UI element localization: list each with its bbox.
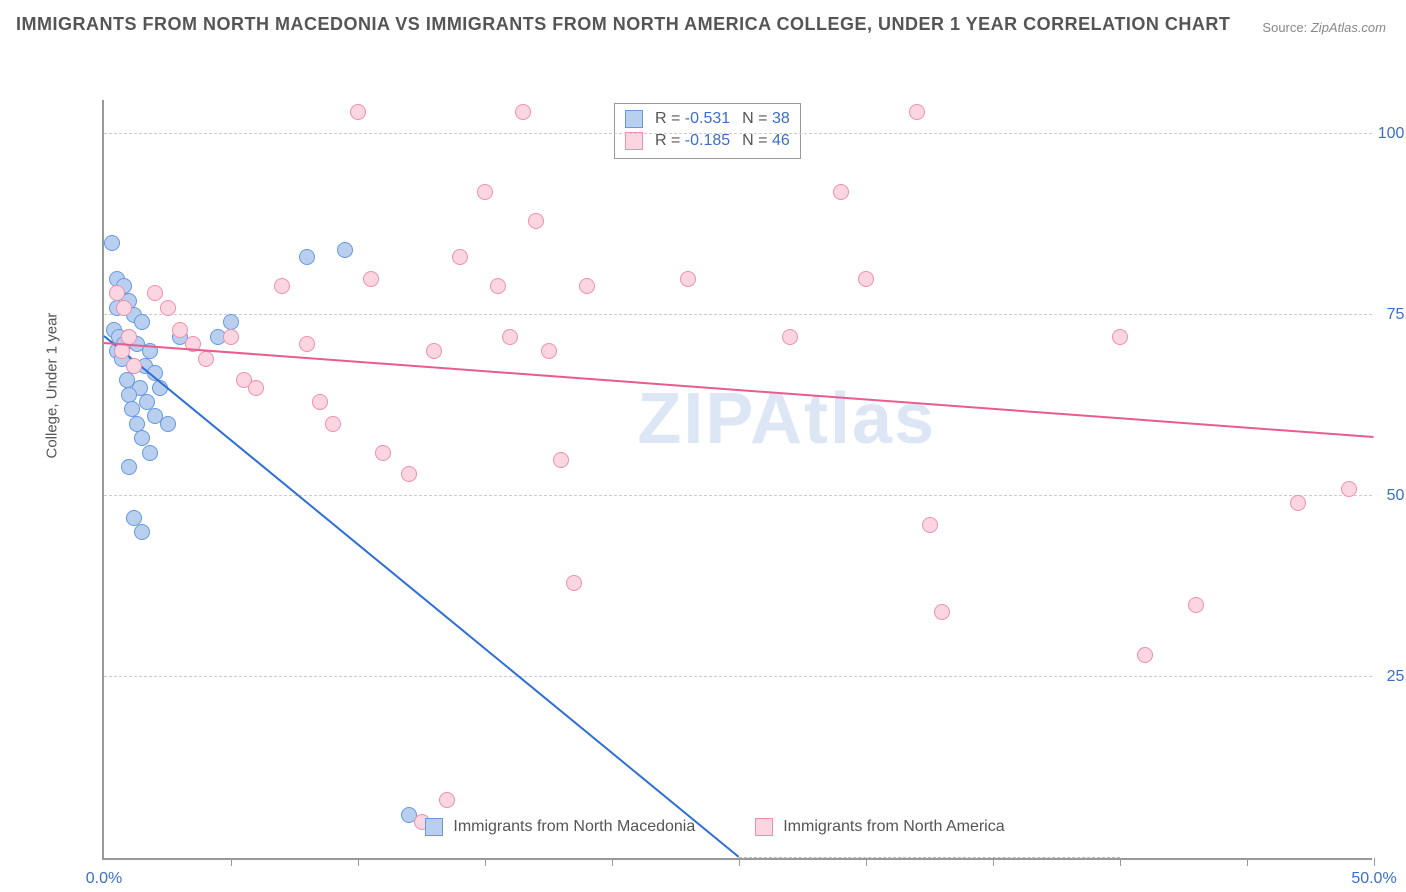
scatter-point <box>134 524 150 540</box>
x-tick <box>231 858 232 866</box>
scatter-plot: ZIPAtlas R = -0.531 N = 38 R = -0.185 N = 4… <box>102 100 1372 860</box>
x-tick <box>739 858 740 866</box>
legend-label: Immigrants from North Macedonia <box>453 818 695 836</box>
scatter-point <box>922 517 938 533</box>
legend-item: Immigrants from North Macedonia <box>425 818 695 836</box>
gridline-horizontal <box>104 676 1372 677</box>
scatter-point <box>274 278 290 294</box>
scatter-point <box>142 445 158 461</box>
scatter-point <box>160 416 176 432</box>
scatter-point <box>104 235 120 251</box>
series-legend: Immigrants from North Macedonia Immigrant… <box>50 818 1380 836</box>
source-label: Source: <box>1262 20 1307 35</box>
x-tick-label: 0.0% <box>86 870 122 888</box>
gridline-horizontal <box>104 495 1372 496</box>
scatter-point <box>126 358 142 374</box>
x-tick <box>1374 858 1375 866</box>
scatter-point <box>299 336 315 352</box>
watermark-text: ZIPAtlas <box>637 378 936 460</box>
correlation-stats-legend: R = -0.531 N = 38 R = -0.185 N = 46 <box>614 103 801 159</box>
regression-line <box>103 335 739 858</box>
scatter-point <box>401 466 417 482</box>
scatter-point <box>502 329 518 345</box>
r-stat: R = -0.185 <box>655 132 730 150</box>
legend-item: Immigrants from North America <box>755 818 1004 836</box>
scatter-point <box>116 300 132 316</box>
scatter-point <box>312 394 328 410</box>
scatter-point <box>1112 329 1128 345</box>
legend-swatch <box>425 818 443 836</box>
y-axis-label: College, Under 1 year <box>44 313 61 459</box>
scatter-point <box>782 329 798 345</box>
scatter-point <box>490 278 506 294</box>
scatter-point <box>426 343 442 359</box>
x-tick <box>993 858 994 866</box>
regression-line <box>104 342 1374 438</box>
scatter-point <box>363 271 379 287</box>
source-value: ZipAtlas.com <box>1311 20 1386 35</box>
scatter-point <box>452 249 468 265</box>
scatter-point <box>680 271 696 287</box>
legend-swatch <box>625 132 643 150</box>
scatter-point <box>579 278 595 294</box>
scatter-point <box>121 459 137 475</box>
scatter-point <box>223 329 239 345</box>
x-tick <box>485 858 486 866</box>
scatter-point <box>439 792 455 808</box>
scatter-point <box>134 314 150 330</box>
scatter-point <box>515 104 531 120</box>
x-tick <box>1247 858 1248 866</box>
legend-label: Immigrants from North America <box>783 818 1004 836</box>
scatter-point <box>566 575 582 591</box>
scatter-point <box>553 452 569 468</box>
chart-container: College, Under 1 year ZIPAtlas R = -0.53… <box>50 50 1380 840</box>
stats-legend-row: R = -0.531 N = 38 <box>625 108 790 130</box>
x-tick <box>1120 858 1121 866</box>
scatter-point <box>375 445 391 461</box>
legend-swatch <box>755 818 773 836</box>
x-tick <box>358 858 359 866</box>
n-stat: N = 38 <box>742 110 790 128</box>
y-tick-label: 50.0% <box>1387 487 1406 505</box>
x-tick <box>866 858 867 866</box>
scatter-point <box>934 604 950 620</box>
scatter-point <box>147 285 163 301</box>
scatter-point <box>121 329 137 345</box>
y-tick-label: 100.0% <box>1378 125 1406 143</box>
source-attribution: Source: ZipAtlas.com <box>1262 20 1386 35</box>
scatter-point <box>833 184 849 200</box>
scatter-point <box>248 380 264 396</box>
scatter-point <box>337 242 353 258</box>
scatter-point <box>325 416 341 432</box>
chart-title: IMMIGRANTS FROM NORTH MACEDONIA VS IMMIG… <box>16 14 1230 35</box>
scatter-point <box>1341 481 1357 497</box>
gridline-horizontal <box>104 314 1372 315</box>
scatter-point <box>541 343 557 359</box>
scatter-point <box>160 300 176 316</box>
gridline-horizontal <box>104 133 1372 134</box>
legend-swatch <box>625 110 643 128</box>
scatter-point <box>121 387 137 403</box>
scatter-point <box>528 213 544 229</box>
scatter-point <box>350 104 366 120</box>
scatter-point <box>1188 597 1204 613</box>
scatter-point <box>477 184 493 200</box>
r-stat: R = -0.531 <box>655 110 730 128</box>
scatter-point <box>1137 647 1153 663</box>
y-tick-label: 75.0% <box>1387 306 1406 324</box>
scatter-point <box>172 322 188 338</box>
x-tick <box>612 858 613 866</box>
scatter-point <box>299 249 315 265</box>
x-tick-label: 50.0% <box>1351 870 1396 888</box>
y-tick-label: 25.0% <box>1387 668 1406 686</box>
scatter-point <box>909 104 925 120</box>
scatter-point <box>198 351 214 367</box>
regression-line <box>739 857 1120 858</box>
scatter-point <box>858 271 874 287</box>
n-stat: N = 46 <box>742 132 790 150</box>
scatter-point <box>1290 495 1306 511</box>
